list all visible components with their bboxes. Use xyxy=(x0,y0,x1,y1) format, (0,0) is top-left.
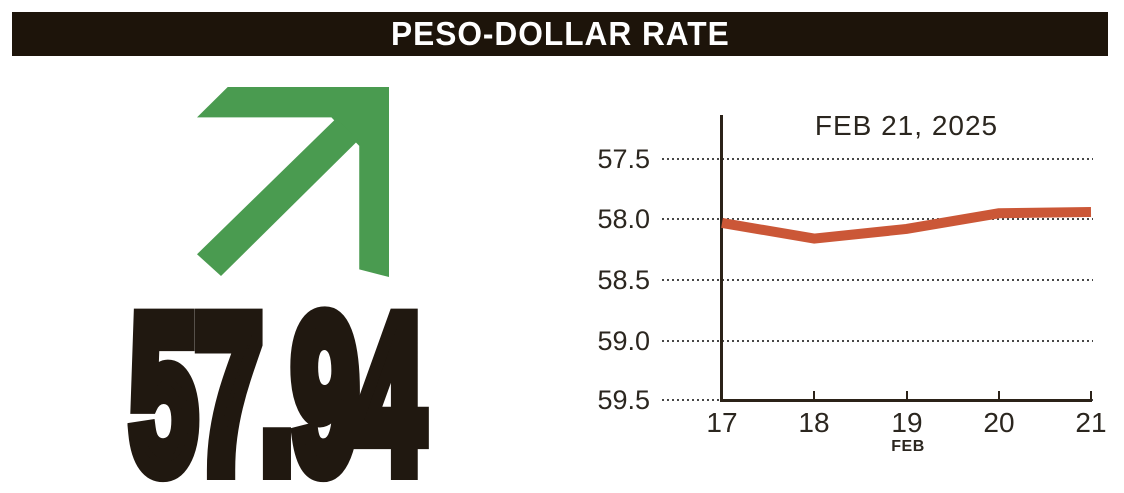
trend-up-arrow-icon xyxy=(197,87,389,277)
y-tick-label: 57.5 xyxy=(597,144,650,174)
gridline xyxy=(662,340,1093,342)
gridline xyxy=(662,218,1093,220)
gridline xyxy=(662,158,1093,160)
x-axis-tick xyxy=(998,391,1000,399)
x-axis-line xyxy=(720,399,1092,402)
x-axis-tick xyxy=(813,391,815,399)
x-tick-label: 20 xyxy=(983,407,1015,438)
header-bar: PESO-DOLLAR RATE xyxy=(12,12,1108,56)
x-tick-label: 19 xyxy=(891,407,923,438)
x-axis-tick xyxy=(906,391,908,399)
x-tick-label: 21 xyxy=(1075,407,1107,438)
x-axis-tick xyxy=(1090,391,1092,399)
x-tick-label: 18 xyxy=(798,407,830,438)
rate-line-series xyxy=(721,207,1092,244)
y-axis-line xyxy=(720,115,723,401)
x-axis-title: FEB xyxy=(891,438,925,455)
y-tick-label: 58.0 xyxy=(597,204,650,234)
chart-title: FEB 21, 2025 xyxy=(814,110,999,141)
y-tick-label: 58.5 xyxy=(597,265,650,295)
rate-value: 57.94 xyxy=(125,271,430,493)
arrow-shaft-shape xyxy=(197,118,359,277)
page-title: PESO-DOLLAR RATE xyxy=(390,15,730,52)
gridline xyxy=(662,279,1093,281)
rate-chart: FEB 21, 2025 57.5 58.0 58.5 59.0 59.5 17… xyxy=(560,90,1124,475)
x-tick-label: 17 xyxy=(706,407,738,438)
y-tick-label: 59.5 xyxy=(597,385,650,415)
rate-line xyxy=(721,207,1092,244)
arrow-head-shape xyxy=(197,87,389,277)
y-tick-label: 59.0 xyxy=(597,326,650,356)
